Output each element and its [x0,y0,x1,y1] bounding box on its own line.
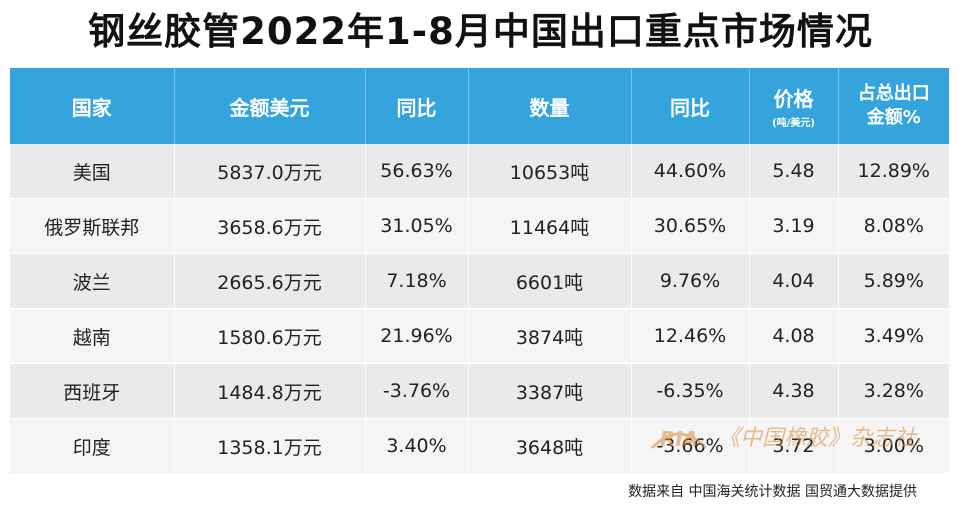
header-share: 占总出口 金额% [838,68,949,144]
cell-yoy-amount: 7.18% [365,253,469,309]
cell-quantity: 11464吨 [468,198,632,254]
cell-country: 西班牙 [10,363,175,419]
cell-quantity: 6601吨 [468,253,632,309]
header-price-unit: (吨/美元) [772,118,815,129]
cell-country: 波兰 [10,253,175,309]
cell-quantity: 3648吨 [468,418,632,474]
cell-country: 俄罗斯联邦 [10,198,175,254]
cell-price: 4.38 [749,363,839,419]
table-row: 印度 1358.1万元 3.40% 3648吨 -3.66% 3.72 3.00… [10,418,949,474]
cell-country: 越南 [10,308,175,364]
table-row: 美国 5837.0万元 56.63% 10653吨 44.60% 5.48 12… [10,144,949,199]
cell-share: 3.49% [838,308,949,364]
cell-quantity: 3874吨 [468,308,632,364]
cell-amount: 2665.6万元 [174,253,366,309]
header-price: 价格 (吨/美元) [749,68,839,144]
cell-yoy-amount: 31.05% [365,198,469,254]
page-title: 钢丝胶管2022年1-8月中国出口重点市场情况 [88,10,873,53]
cell-amount: 5837.0万元 [174,144,366,199]
cell-yoy-quantity: 30.65% [631,198,750,254]
table-header-row: 国家 金额美元 同比 数量 同比 价格 (吨/美元) 占总出口 金额% [10,68,949,144]
cell-price: 4.08 [749,308,839,364]
header-yoy-quantity: 同比 [631,68,750,144]
export-table: 国家 金额美元 同比 数量 同比 价格 (吨/美元) 占总出口 金额% [10,68,949,474]
cell-yoy-amount: 56.63% [365,144,469,199]
header-amount: 金额美元 [174,68,366,144]
cell-share: 8.08% [838,198,949,254]
cell-yoy-quantity: 12.46% [631,308,750,364]
cell-amount: 3658.6万元 [174,198,366,254]
table-row: 俄罗斯联邦 3658.6万元 31.05% 11464吨 30.65% 3.19… [10,198,949,254]
cell-price: 5.48 [749,144,839,199]
cell-quantity: 3387吨 [468,363,632,419]
table-row: 西班牙 1484.8万元 -3.76% 3387吨 -6.35% 4.38 3.… [10,363,949,419]
data-source-note: 数据来自 中国海关统计数据 国贸通大数据提供 [628,484,917,500]
header-price-label: 价格 [773,87,814,111]
export-table-container: 国家 金额美元 同比 数量 同比 价格 (吨/美元) 占总出口 金额% [10,68,949,474]
header-yoy-amount: 同比 [365,68,469,144]
table-row: 越南 1580.6万元 21.96% 3874吨 12.46% 4.08 3.4… [10,308,949,364]
cell-share: 5.89% [838,253,949,309]
cell-price: 3.19 [749,198,839,254]
cell-share: 3.28% [838,363,949,419]
cell-amount: 1580.6万元 [174,308,366,364]
cell-yoy-quantity: -3.66% [631,418,750,474]
cell-yoy-amount: -3.76% [365,363,469,419]
cell-yoy-quantity: 9.76% [631,253,750,309]
cell-share: 12.89% [838,144,949,199]
cell-country: 美国 [10,144,175,199]
cell-country: 印度 [10,418,175,474]
cell-quantity: 10653吨 [468,144,632,199]
cell-amount: 1484.8万元 [174,363,366,419]
cell-yoy-quantity: -6.35% [631,363,750,419]
header-quantity: 数量 [468,68,632,144]
cell-amount: 1358.1万元 [174,418,366,474]
table-row: 波兰 2665.6万元 7.18% 6601吨 9.76% 4.04 5.89% [10,253,949,309]
header-country: 国家 [10,68,175,144]
cell-price: 3.72 [749,418,839,474]
header-share-line2: 金额% [866,107,921,128]
cell-share: 3.00% [838,418,949,474]
cell-yoy-quantity: 44.60% [631,144,750,199]
header-share-line1: 占总出口 [857,83,930,104]
cell-yoy-amount: 21.96% [365,308,469,364]
cell-price: 4.04 [749,253,839,309]
cell-yoy-amount: 3.40% [365,418,469,474]
